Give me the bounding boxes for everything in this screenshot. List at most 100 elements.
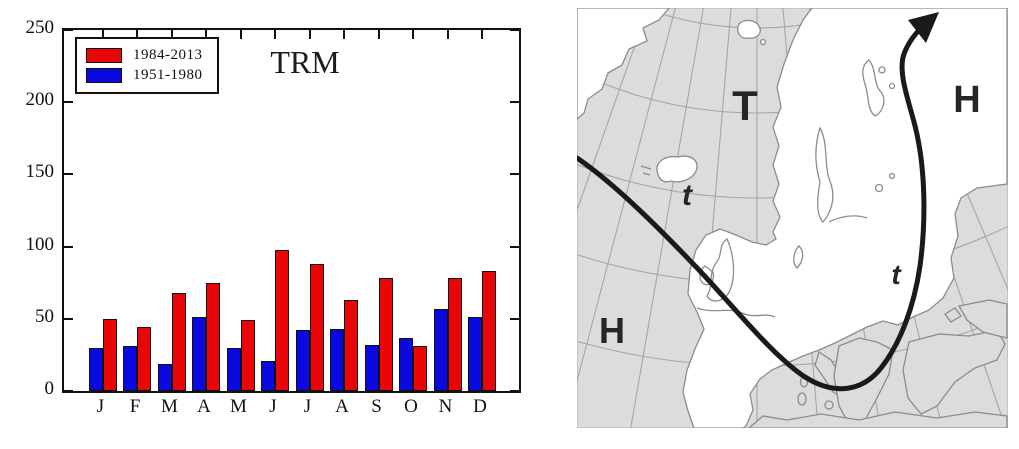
sicily bbox=[824, 400, 834, 410]
anatolia bbox=[902, 329, 1006, 415]
bar-1951-1980 bbox=[295, 330, 310, 391]
x-tick-top bbox=[377, 30, 380, 39]
greenland-sea-corner bbox=[577, 8, 670, 120]
bar-1984-2013 bbox=[378, 278, 393, 391]
bar-1951-1980 bbox=[468, 317, 482, 391]
bar-1984-2013 bbox=[413, 346, 427, 391]
x-tick-top bbox=[101, 30, 104, 39]
caucasus bbox=[957, 299, 1008, 339]
channel-coast bbox=[696, 307, 776, 318]
bar-1984-2013 bbox=[171, 292, 186, 391]
bar-1984-2013 bbox=[309, 263, 324, 391]
y-tick-label: 250 bbox=[25, 17, 55, 38]
bar-1951-1980 bbox=[399, 337, 413, 391]
barents-island bbox=[888, 82, 896, 90]
pressure-label-t: t bbox=[682, 179, 694, 212]
north-africa-coast bbox=[748, 411, 1008, 428]
arctic-island bbox=[759, 38, 767, 46]
denmark-outline bbox=[793, 245, 804, 269]
legend-swatch bbox=[86, 68, 122, 83]
airflow-arrow bbox=[577, 24, 927, 392]
bar-1984-2013 bbox=[447, 278, 462, 391]
y-tick-right bbox=[510, 29, 519, 31]
x-tick-label: S bbox=[371, 396, 382, 417]
y-tick-left bbox=[64, 173, 73, 176]
y-tick-left bbox=[64, 101, 73, 104]
y-tick-right bbox=[510, 317, 519, 320]
coastlines bbox=[640, 59, 896, 318]
bar-1984-2013 bbox=[344, 300, 358, 391]
pressure-label-t: t bbox=[891, 259, 902, 290]
y-tick-right bbox=[510, 173, 519, 176]
legend-item: 1984-2013 bbox=[86, 47, 203, 64]
x-tick-top bbox=[343, 30, 345, 39]
y-tick-left bbox=[64, 317, 73, 320]
x-tick-top bbox=[446, 30, 449, 39]
bar-1951-1980 bbox=[364, 344, 379, 391]
bar-1951-1980 bbox=[123, 346, 137, 391]
gulf-of-finland bbox=[828, 215, 868, 223]
x-tick-label: J bbox=[303, 396, 312, 417]
pressure-label-H: H bbox=[953, 79, 980, 121]
x-tick-label: O bbox=[404, 396, 418, 417]
x-tick-label: J bbox=[269, 396, 277, 417]
bar-1984-2013 bbox=[206, 282, 220, 391]
bar-chart: TRM 1984-2013 1951-1980 0 50 100 150 200 250 J F… bbox=[25, 17, 521, 417]
x-tick-label: N bbox=[438, 396, 453, 417]
x-tick-top bbox=[481, 30, 483, 39]
y-tick-right bbox=[510, 390, 519, 392]
y-tick-left bbox=[64, 29, 73, 31]
y-tick-left bbox=[64, 245, 73, 248]
bar-1951-1980 bbox=[192, 317, 206, 391]
svalbard bbox=[737, 19, 761, 39]
bar-1951-1980 bbox=[261, 360, 275, 391]
x-tick-label: J bbox=[96, 396, 105, 417]
pressure-label-T: T bbox=[732, 82, 758, 129]
bar-1951-1980 bbox=[157, 363, 172, 391]
x-tick-top bbox=[136, 30, 138, 39]
chart-legend: 1984-2013 1951-1980 bbox=[75, 37, 219, 94]
y-tick-right bbox=[510, 101, 519, 104]
legend-label: 1984-2013 bbox=[133, 47, 203, 63]
y-tick-label: 50 bbox=[35, 305, 54, 327]
lake-onega bbox=[888, 172, 896, 180]
y-tick-left bbox=[64, 390, 73, 392]
arrowhead-icon bbox=[908, 12, 939, 43]
bar-1984-2013 bbox=[275, 249, 289, 391]
lake-ladoga bbox=[874, 183, 884, 193]
plot-area: TRM 1984-2013 1951-1980 bbox=[62, 28, 521, 393]
iceland-skerries bbox=[640, 165, 652, 176]
pressure-labels: Tt H Ht bbox=[599, 79, 981, 351]
uk-outline bbox=[706, 238, 735, 302]
bar-1951-1980 bbox=[330, 328, 344, 391]
y-tick-label: 100 bbox=[25, 233, 55, 255]
x-tick-top bbox=[239, 30, 242, 39]
legend-swatch bbox=[86, 48, 122, 63]
sardinia bbox=[797, 392, 807, 406]
x-tick-top bbox=[205, 30, 207, 39]
europe-white-band bbox=[682, 8, 1008, 428]
y-tick-label: 200 bbox=[25, 89, 55, 111]
pressure-label-H: H bbox=[599, 310, 625, 351]
x-tick-label: A bbox=[197, 396, 211, 417]
x-tick-label: M bbox=[161, 396, 178, 417]
x-tick-top bbox=[308, 30, 311, 39]
pressure-map: Tt H Ht bbox=[577, 8, 1008, 428]
white-sea bbox=[862, 59, 885, 117]
bar-1984-2013 bbox=[482, 271, 496, 391]
bar-1984-2013 bbox=[240, 320, 255, 391]
x-tick-top bbox=[274, 30, 276, 39]
bar-1984-2013 bbox=[137, 327, 151, 391]
bar-1951-1980 bbox=[226, 347, 241, 391]
iceland bbox=[656, 155, 698, 183]
x-tick-label: D bbox=[473, 396, 487, 417]
x-tick-label: A bbox=[335, 396, 349, 417]
bar-1951-1980 bbox=[88, 347, 103, 391]
x-tick-label: F bbox=[129, 396, 141, 417]
y-tick-label: 0 bbox=[44, 378, 55, 399]
bar-1951-1980 bbox=[433, 308, 448, 391]
legend-label: 1951-1980 bbox=[133, 67, 203, 83]
y-tick-right bbox=[510, 245, 519, 248]
y-tick-label: 150 bbox=[25, 161, 55, 183]
gulf-of-bothnia bbox=[815, 126, 834, 223]
